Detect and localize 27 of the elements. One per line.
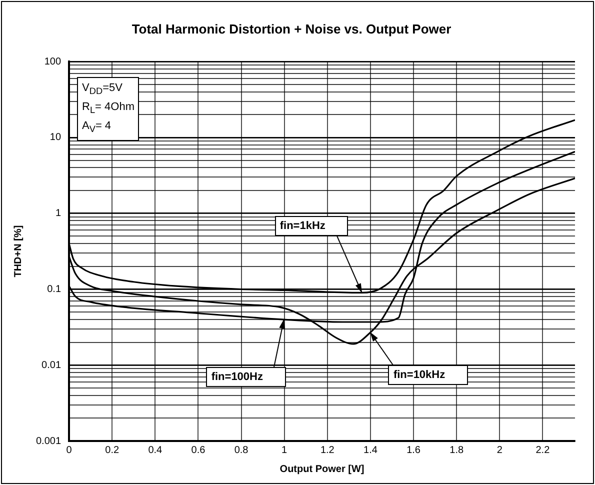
annotation: fin=100Hz <box>206 367 286 388</box>
x-tick-label: 0.4 <box>148 444 163 456</box>
x-tick-label: 0.6 <box>191 444 206 456</box>
x-tick-label: 2.2 <box>536 444 550 456</box>
x-tick-label: 0.2 <box>105 444 120 456</box>
chart-title: Total Harmonic Distortion + Noise vs. Output Power <box>132 21 452 36</box>
x-tick-label: 0.8 <box>234 444 249 456</box>
x-tick-label: 1 <box>282 444 288 456</box>
x-tick-label: 0 <box>66 444 72 456</box>
x-tick-label: 1.8 <box>450 444 464 456</box>
annotation: fin=10kHz <box>388 365 468 386</box>
y-tick-label: 100 <box>44 56 62 68</box>
annotation: A$_{V}$= 4 <box>82 119 112 137</box>
y-tick-label: 1 <box>55 208 62 220</box>
x-tick-label: 1.6 <box>406 444 421 456</box>
annotation: R$_{L}$= 4Ohm <box>82 100 134 118</box>
y-axis-title: THD+N [%] <box>12 225 24 278</box>
y-tick-label: 0.001 <box>36 436 62 447</box>
y-tick-label: 10 <box>50 132 62 144</box>
annotation: V$_{DD}$=5V <box>82 81 124 98</box>
y-tick-label: 0.1 <box>47 284 62 295</box>
x-tick-label: 2 <box>496 444 503 456</box>
annotation: fin=1kHz <box>274 216 348 236</box>
y-tick-label: 0.01 <box>42 360 62 371</box>
x-tick-label: 1.2 <box>320 444 335 456</box>
x-axis-title: Output Power [W] <box>280 464 364 475</box>
x-tick-label: 1.4 <box>364 444 378 456</box>
